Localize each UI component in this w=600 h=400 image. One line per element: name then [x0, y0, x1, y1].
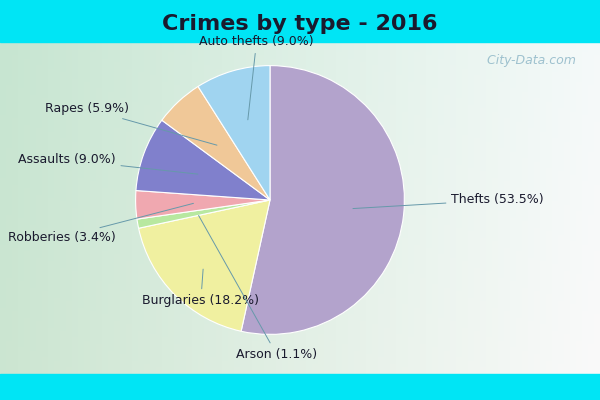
Text: Arson (1.1%): Arson (1.1%) — [199, 216, 317, 361]
Text: Rapes (5.9%): Rapes (5.9%) — [45, 102, 217, 145]
Text: Robberies (3.4%): Robberies (3.4%) — [8, 203, 193, 244]
Wedge shape — [139, 200, 270, 331]
Bar — [0, 374, 600, 400]
Text: City-Data.com: City-Data.com — [483, 54, 576, 67]
Text: Thefts (53.5%): Thefts (53.5%) — [353, 194, 544, 208]
Wedge shape — [241, 66, 404, 334]
Bar — [0, 0, 600, 42]
Wedge shape — [136, 120, 270, 200]
Text: Assaults (9.0%): Assaults (9.0%) — [18, 153, 198, 174]
Wedge shape — [162, 86, 270, 200]
Wedge shape — [136, 190, 270, 219]
Text: Crimes by type - 2016: Crimes by type - 2016 — [162, 14, 438, 34]
Text: Auto thefts (9.0%): Auto thefts (9.0%) — [199, 35, 314, 120]
Text: Burglaries (18.2%): Burglaries (18.2%) — [142, 269, 259, 307]
Wedge shape — [198, 66, 270, 200]
Wedge shape — [137, 200, 270, 228]
